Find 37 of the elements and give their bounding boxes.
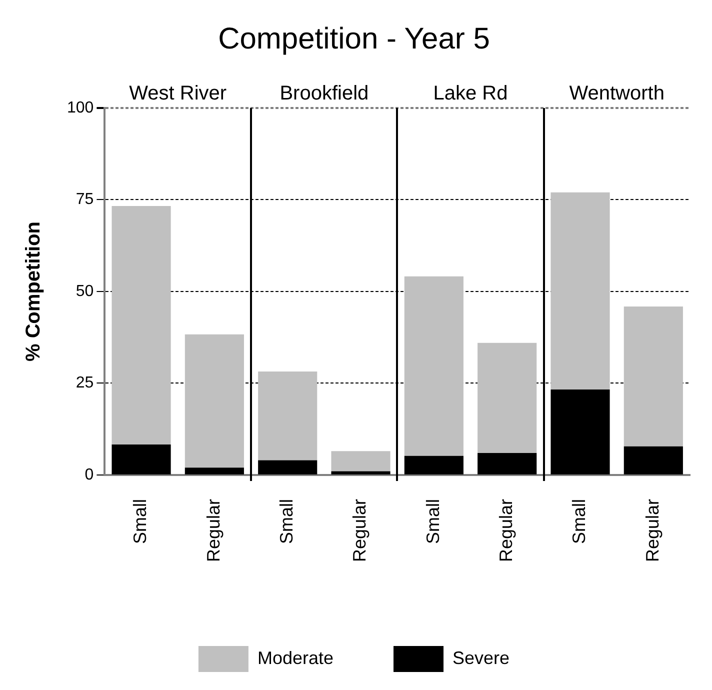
text: Wentworth: [569, 82, 664, 105]
chart-title: Competition - Year 5: [218, 22, 490, 56]
bar: [478, 342, 537, 453]
bar: [112, 206, 171, 445]
bar: [184, 334, 244, 468]
x-tick-label: Regular: [203, 498, 224, 562]
bar: [404, 276, 464, 456]
y-axis-title: % Competition: [22, 221, 45, 362]
bar: [550, 389, 610, 474]
bar: [112, 444, 171, 474]
text: Brookfield: [280, 82, 369, 105]
x-tick-label: Regular: [350, 498, 370, 562]
y-tick-label: 50: [76, 282, 94, 300]
bar: [258, 371, 318, 460]
x-tick-label: Small: [569, 498, 590, 544]
bar: [404, 456, 464, 474]
legend-label: Moderate: [257, 648, 334, 668]
y-tick-label: 75: [76, 191, 94, 208]
bar: [331, 451, 390, 472]
bar: [258, 460, 318, 474]
text: West River: [129, 82, 227, 105]
x-tick-label: Small: [422, 498, 443, 544]
legend-label: Severe: [452, 648, 510, 668]
bar: [624, 446, 683, 474]
x-tick-label: Small: [276, 498, 297, 544]
x-tick-label: Regular: [496, 498, 516, 562]
text: Lake Rd: [433, 82, 508, 105]
bar: [478, 452, 537, 474]
x-tick-label: Regular: [642, 498, 662, 562]
y-tick-label: 0: [84, 466, 94, 484]
y-tick-label: 25: [76, 374, 94, 392]
bar: [184, 468, 244, 474]
bar: [331, 471, 390, 474]
bar: [624, 306, 683, 446]
x-tick-label: Small: [130, 498, 150, 544]
bar: [550, 192, 610, 390]
y-tick-label: 100: [66, 99, 94, 116]
